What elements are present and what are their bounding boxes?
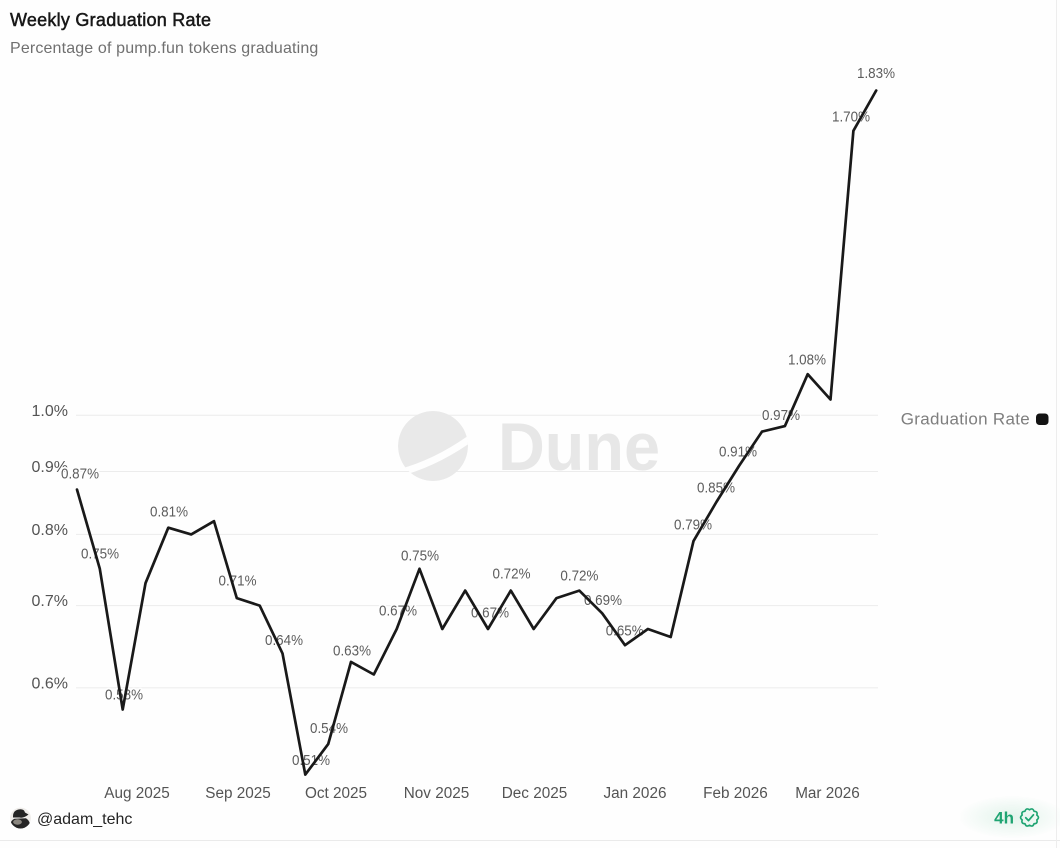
svg-text:0.75%: 0.75% <box>81 546 119 563</box>
svg-text:0.85%: 0.85% <box>697 480 735 497</box>
svg-text:Dec 2025: Dec 2025 <box>502 785 567 802</box>
svg-text:Dune: Dune <box>498 409 660 485</box>
svg-text:1.08%: 1.08% <box>788 352 826 369</box>
svg-text:0.72%: 0.72% <box>493 566 531 583</box>
svg-text:4h: 4h <box>994 809 1014 828</box>
svg-text:Oct 2025: Oct 2025 <box>305 785 367 802</box>
svg-text:0.7%: 0.7% <box>32 593 68 610</box>
svg-text:1.0%: 1.0% <box>32 403 68 420</box>
svg-text:0.72%: 0.72% <box>560 568 598 585</box>
svg-text:1.70%: 1.70% <box>832 109 870 126</box>
svg-text:@adam_tehc: @adam_tehc <box>37 811 132 828</box>
svg-text:0.79%: 0.79% <box>674 517 712 534</box>
svg-text:0.75%: 0.75% <box>401 548 439 565</box>
svg-text:Feb 2026: Feb 2026 <box>703 785 768 802</box>
svg-text:0.54%: 0.54% <box>310 720 348 737</box>
svg-text:0.6%: 0.6% <box>32 675 68 692</box>
svg-text:1.83%: 1.83% <box>857 65 895 82</box>
svg-text:0.71%: 0.71% <box>219 573 257 590</box>
svg-text:0.87%: 0.87% <box>61 466 99 483</box>
svg-text:0.91%: 0.91% <box>719 444 757 461</box>
svg-text:Jan 2026: Jan 2026 <box>604 785 667 802</box>
svg-text:0.63%: 0.63% <box>333 643 371 660</box>
svg-text:0.8%: 0.8% <box>32 522 68 539</box>
svg-text:0.9%: 0.9% <box>32 459 68 476</box>
svg-text:0.67%: 0.67% <box>471 605 509 622</box>
svg-text:Mar 2026: Mar 2026 <box>795 785 860 802</box>
svg-text:0.65%: 0.65% <box>606 622 644 639</box>
svg-text:Sep 2025: Sep 2025 <box>205 785 271 802</box>
svg-text:Nov 2025: Nov 2025 <box>404 785 469 802</box>
svg-text:0.64%: 0.64% <box>265 632 303 649</box>
svg-text:0.81%: 0.81% <box>150 504 188 521</box>
svg-text:0.67%: 0.67% <box>379 603 417 620</box>
svg-text:0.97%: 0.97% <box>762 407 800 424</box>
svg-text:Graduation Rate: Graduation Rate <box>901 410 1030 429</box>
svg-text:Aug 2025: Aug 2025 <box>104 785 170 802</box>
